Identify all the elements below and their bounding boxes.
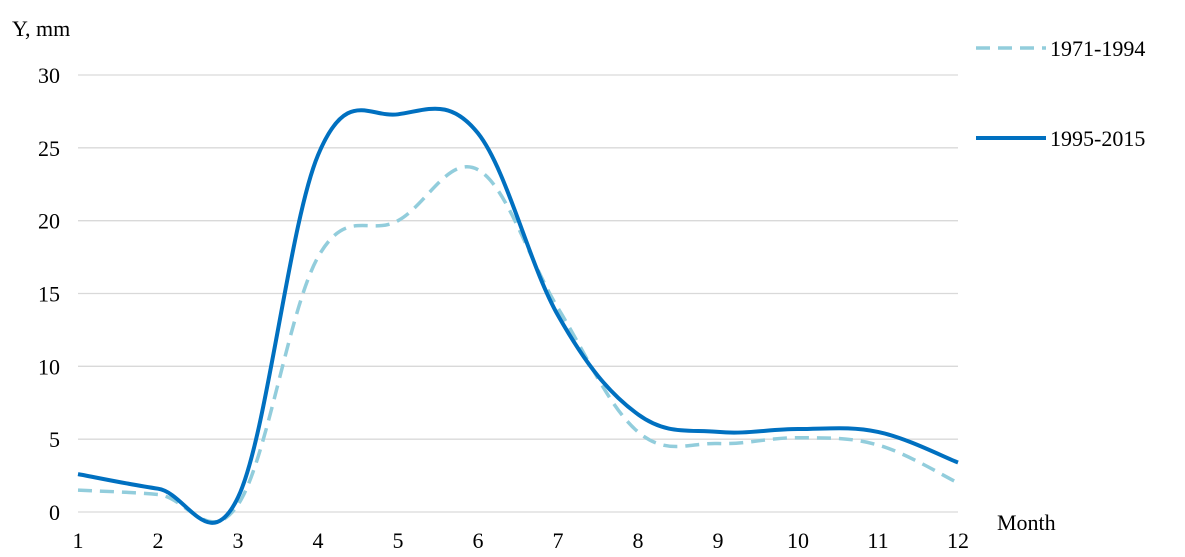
y-tick-label: 25	[38, 136, 60, 161]
x-tick-label: 10	[787, 528, 809, 553]
series-layer	[77, 106, 959, 525]
legend: 1971-1994 1995-2015	[976, 36, 1145, 151]
x-tick-label: 4	[313, 528, 324, 553]
y-tick-label: 30	[38, 63, 60, 88]
legend-label: 1995-2015	[1050, 126, 1145, 151]
legend-label: 1971-1994	[1050, 36, 1145, 61]
x-tick-label: 11	[867, 528, 888, 553]
x-tick-label: 5	[393, 528, 404, 553]
y-tick-label: 0	[49, 500, 60, 525]
y-tick-label: 15	[38, 282, 60, 307]
x-tick-label: 12	[947, 528, 969, 553]
x-tick-label: 2	[153, 528, 164, 553]
series-line-1995-2015	[77, 106, 959, 525]
x-tick-label: 7	[553, 528, 564, 553]
y-tick-label: 20	[38, 209, 60, 234]
y-tick-label: 10	[38, 354, 60, 379]
y-tick-label: 5	[49, 427, 60, 452]
gridlines	[78, 74, 958, 513]
series-line-1971-1994	[77, 165, 959, 524]
x-tick-label: 6	[473, 528, 484, 553]
x-tick-label: 8	[633, 528, 644, 553]
x-axis-label: Month	[997, 510, 1056, 535]
x-tick-labels: 1 2 3 4 5 6 7 8 9 10 11 12	[73, 528, 970, 553]
x-tick-label: 1	[73, 528, 84, 553]
y-tick-labels: 0 5 10 15 20 25 30	[38, 63, 60, 525]
x-tick-label: 9	[713, 528, 724, 553]
y-axis-label: Y, mm	[12, 16, 70, 41]
x-tick-label: 3	[233, 528, 244, 553]
